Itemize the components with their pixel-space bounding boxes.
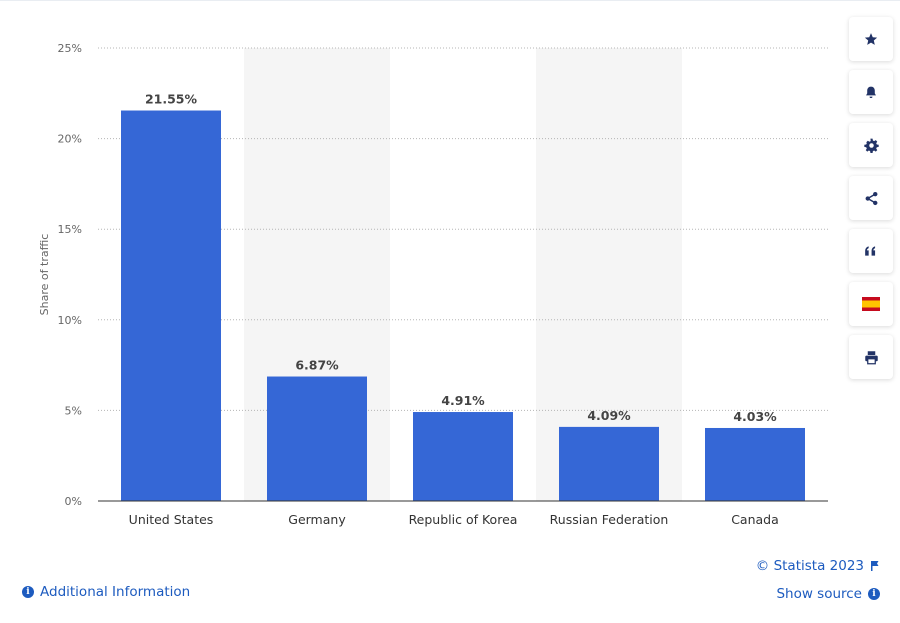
x-tick-label: Republic of Korea (409, 512, 518, 527)
copyright-label: © Statista 2023 (755, 558, 864, 574)
share-button[interactable] (849, 176, 893, 220)
y-tick-label: 10% (58, 314, 82, 327)
y-tick-label: 15% (58, 223, 82, 236)
bars (121, 110, 805, 501)
share-icon (865, 191, 877, 205)
bar (267, 376, 367, 501)
additional-information-link[interactable]: i Additional Information (22, 584, 190, 600)
y-axis-ticks: 0% 5% 10% 15% 20% 25% (58, 42, 82, 508)
data-label: 4.09% (587, 408, 631, 423)
data-label: 4.03% (733, 409, 777, 424)
y-axis-title: Share of traffic (38, 234, 51, 316)
x-tick-label: Canada (731, 512, 779, 527)
top-divider (0, 0, 900, 1)
data-label: 6.87% (295, 358, 339, 373)
y-tick-label: 25% (58, 42, 82, 55)
show-source-link[interactable]: Show source i (776, 586, 880, 602)
x-tick-label: Germany (288, 512, 346, 527)
bar (413, 412, 513, 501)
show-source-label: Show source (776, 586, 862, 602)
category-band (536, 48, 682, 501)
bar (121, 110, 221, 501)
settings-button[interactable] (849, 123, 893, 167)
spain-flag-icon (862, 297, 880, 311)
notification-button[interactable] (849, 70, 893, 114)
quote-icon (865, 246, 876, 256)
statista-copyright-link[interactable]: © Statista 2023 (756, 558, 880, 574)
bar-chart: 0% 5% 10% 15% 20% 25% 21.55% 6.87% 4.91% 4.09% 4.… (38, 42, 828, 527)
additional-information-label: Additional Information (40, 584, 191, 600)
gear-icon (863, 138, 879, 153)
y-tick-label: 20% (58, 133, 82, 146)
bar (559, 426, 659, 501)
x-axis-labels: United States Germany Republic of Korea Rus… (129, 512, 779, 527)
data-labels: 21.55% 6.87% 4.91% 4.09% 4.03% (145, 92, 777, 424)
data-label: 21.55% (145, 92, 198, 107)
language-button[interactable] (849, 282, 893, 326)
favorite-button[interactable] (849, 17, 893, 61)
x-tick-label: Russian Federation (550, 512, 669, 527)
flag-icon (871, 561, 879, 571)
data-label: 4.91% (441, 393, 485, 408)
print-icon (864, 350, 878, 364)
y-tick-label: 5% (65, 404, 82, 417)
y-tick-label: 0% (65, 495, 82, 508)
cite-button[interactable] (849, 229, 893, 273)
info-icon: i (868, 588, 880, 600)
star-icon (864, 33, 878, 45)
bar (705, 427, 805, 501)
print-button[interactable] (849, 335, 893, 379)
info-icon: i (22, 586, 34, 598)
x-tick-label: United States (129, 512, 214, 527)
bell-icon (866, 86, 876, 98)
